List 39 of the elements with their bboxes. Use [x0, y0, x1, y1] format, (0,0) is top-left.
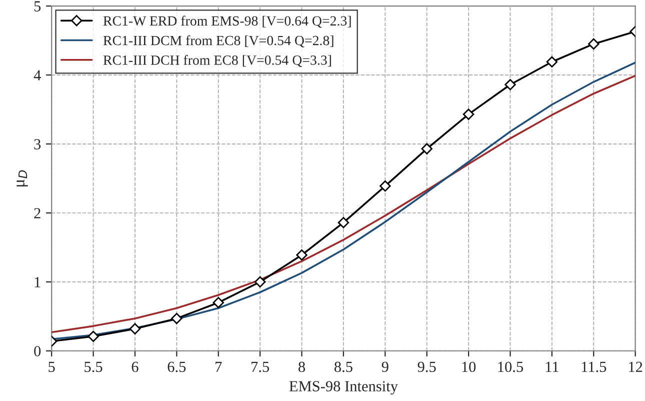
y-tick-label: 1 [34, 277, 40, 288]
x-tick-label: 10 [462, 362, 476, 372]
point [88, 330, 99, 342]
legend-label: RC1-III DCH from EC8 [V=0.54 Q=3.3] [103, 54, 331, 67]
point [212, 296, 224, 308]
x-tick-label: 7.5 [252, 362, 270, 372]
x-tick-label: 8 [298, 362, 306, 372]
x-tick-label: 5.5 [84, 362, 102, 372]
x-tick-label: 12 [629, 362, 642, 372]
x-tick-label: 11.5 [582, 362, 606, 372]
point [129, 323, 141, 334]
x-tick-label: 11 [546, 362, 558, 372]
x-tick-label: 8.5 [334, 362, 352, 372]
x-tick-label: 9.5 [418, 362, 436, 372]
point [588, 38, 600, 50]
legend-label: RC1-III DCM from EC8 [V=0.54 Q=2.8] [103, 35, 334, 48]
point [254, 276, 266, 288]
point [504, 79, 516, 90]
y-tick-label: 5 [34, 1, 41, 12]
y-tick-label: 3 [34, 139, 41, 150]
x-tick-label: 10.5 [498, 362, 524, 372]
point [421, 143, 432, 154]
legend-label: RC1-W ERD from EMS-98 [V=0.64 Q=2.3] [103, 16, 351, 28]
y-tick-label: 0 [34, 346, 41, 356]
x-tick-label: 9 [382, 362, 388, 372]
point [296, 249, 308, 261]
point [462, 108, 474, 120]
x-tick-label: 5 [48, 362, 55, 372]
y-axis-title: μ$_{D}$ [16, 170, 28, 186]
x-tick-label: 7 [216, 362, 222, 372]
x-axis-title: EMS-98 Intensity [289, 381, 398, 395]
point [380, 180, 391, 192]
point [171, 312, 182, 324]
x-tick-label: 6 [132, 362, 138, 372]
y-tick-label: 2 [34, 208, 40, 218]
point [338, 216, 350, 228]
x-tick-label: 6.5 [168, 362, 186, 372]
y-tick-label: 4 [34, 70, 41, 80]
point [546, 56, 558, 68]
